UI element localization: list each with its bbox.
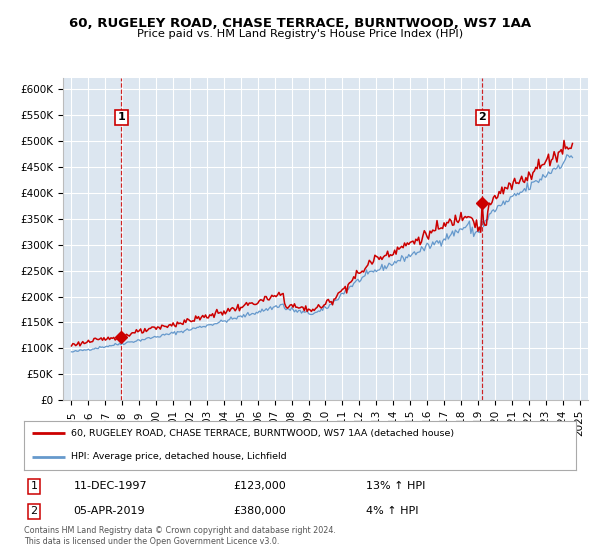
Text: Price paid vs. HM Land Registry's House Price Index (HPI): Price paid vs. HM Land Registry's House … <box>137 29 463 39</box>
Text: 4% ↑ HPI: 4% ↑ HPI <box>366 506 419 516</box>
Text: 11-DEC-1997: 11-DEC-1997 <box>74 481 148 491</box>
Text: £380,000: £380,000 <box>234 506 287 516</box>
Text: 2: 2 <box>31 506 37 516</box>
Text: £123,000: £123,000 <box>234 481 287 491</box>
Text: 1: 1 <box>31 481 37 491</box>
Text: Contains HM Land Registry data © Crown copyright and database right 2024.
This d: Contains HM Land Registry data © Crown c… <box>24 526 336 546</box>
Text: HPI: Average price, detached house, Lichfield: HPI: Average price, detached house, Lich… <box>71 452 287 461</box>
Text: 1: 1 <box>118 113 125 122</box>
Text: 60, RUGELEY ROAD, CHASE TERRACE, BURNTWOOD, WS7 1AA: 60, RUGELEY ROAD, CHASE TERRACE, BURNTWO… <box>69 17 531 30</box>
Text: 2: 2 <box>478 113 486 122</box>
Text: 60, RUGELEY ROAD, CHASE TERRACE, BURNTWOOD, WS7 1AA (detached house): 60, RUGELEY ROAD, CHASE TERRACE, BURNTWO… <box>71 429 454 438</box>
Text: 13% ↑ HPI: 13% ↑ HPI <box>366 481 425 491</box>
Text: 05-APR-2019: 05-APR-2019 <box>74 506 145 516</box>
